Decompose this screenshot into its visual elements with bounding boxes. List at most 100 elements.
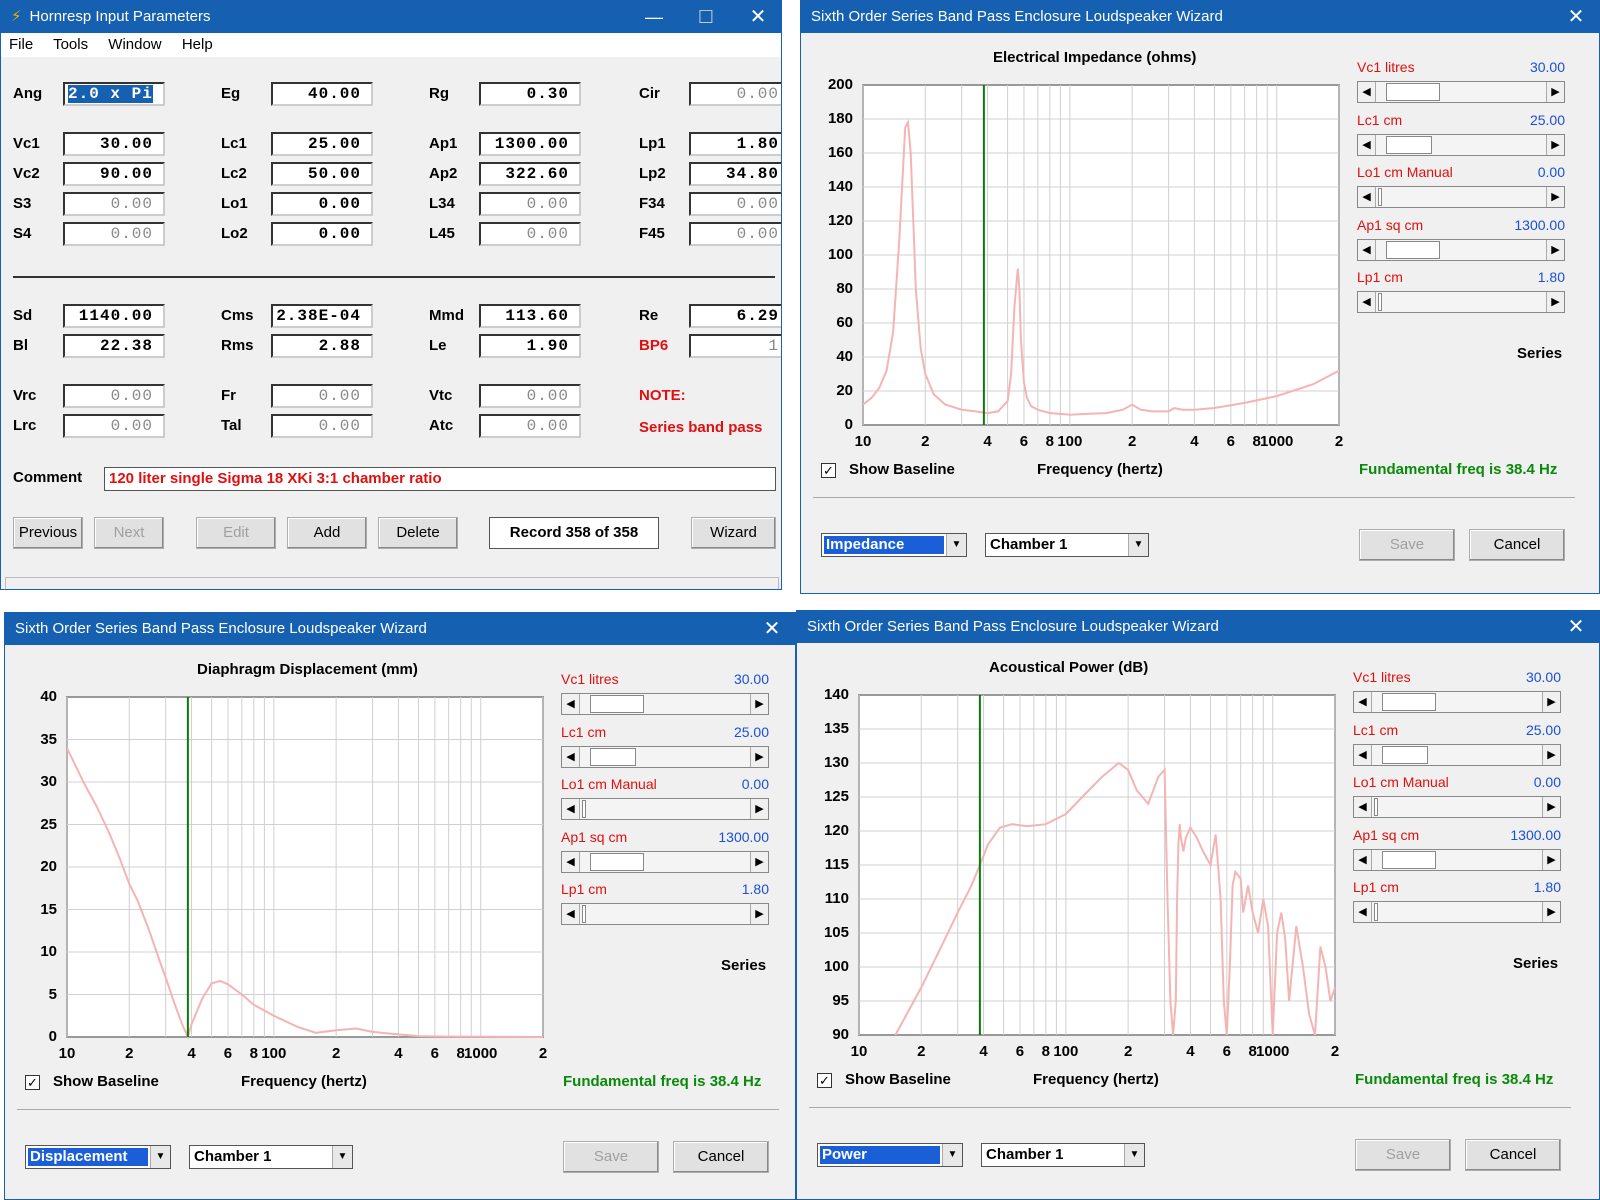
chevron-down-icon[interactable]: ▼: [150, 1146, 170, 1168]
slider-left-arrow-icon[interactable]: ◀: [1354, 797, 1372, 817]
slider-right-arrow-icon[interactable]: ▶: [750, 904, 768, 924]
slider-left-arrow-icon[interactable]: ◀: [562, 904, 580, 924]
parameter-slider[interactable]: ◀ ▶: [561, 693, 769, 715]
parameter-slider[interactable]: ◀ ▶: [1357, 81, 1565, 103]
slider-right-arrow-icon[interactable]: ▶: [1542, 797, 1560, 817]
slider-left-arrow-icon[interactable]: ◀: [562, 694, 580, 714]
edit-button[interactable]: Edit: [196, 517, 276, 549]
comment-field[interactable]: 120 liter single Sigma 18 XKi 3:1 chambe…: [104, 467, 776, 491]
parameter-slider[interactable]: ◀ ▶: [561, 798, 769, 820]
slider-thumb[interactable]: [1382, 693, 1436, 711]
slider-right-arrow-icon[interactable]: ▶: [750, 746, 768, 767]
slider-left-arrow-icon[interactable]: ◀: [1354, 902, 1372, 922]
show-baseline-checkbox[interactable]: ✓: [821, 463, 836, 478]
param-field-lp1[interactable]: 1.80: [689, 132, 781, 156]
parameter-slider[interactable]: ◀ ▶: [561, 903, 769, 925]
chevron-down-icon[interactable]: ▼: [332, 1146, 352, 1168]
slider-right-arrow-icon[interactable]: ▶: [750, 799, 768, 819]
slider-right-arrow-icon[interactable]: ▶: [1542, 902, 1560, 922]
param-field-vrc[interactable]: 0.00: [63, 384, 165, 408]
parameter-slider[interactable]: ◀ ▶: [1357, 291, 1565, 313]
chevron-down-icon[interactable]: ▼: [942, 1144, 962, 1166]
slider-left-arrow-icon[interactable]: ◀: [1354, 849, 1372, 870]
param-field-mmd[interactable]: 113.60: [479, 304, 581, 328]
param-field-ap2[interactable]: 322.60: [479, 162, 581, 186]
param-field-l45[interactable]: 0.00: [479, 222, 581, 246]
plot-type-dropdown[interactable]: Impedance ▼: [821, 533, 967, 557]
param-field-vtc[interactable]: 0.00: [479, 384, 581, 408]
parameter-slider[interactable]: ◀ ▶: [1357, 133, 1565, 156]
param-field-bl[interactable]: 22.38: [63, 334, 165, 358]
slider-right-arrow-icon[interactable]: ▶: [750, 694, 768, 714]
param-field-rg[interactable]: 0.30: [479, 82, 581, 106]
param-field-s4[interactable]: 0.00: [63, 222, 165, 246]
close-icon[interactable]: ✕: [749, 6, 767, 28]
slider-thumb[interactable]: [1374, 798, 1378, 816]
slider-thumb[interactable]: [1378, 293, 1382, 311]
param-field-eg[interactable]: 40.00: [271, 82, 373, 106]
slider-thumb[interactable]: [1386, 240, 1440, 259]
chevron-down-icon[interactable]: ▼: [1124, 1144, 1144, 1166]
parameter-slider[interactable]: ◀ ▶: [1353, 796, 1561, 818]
slider-right-arrow-icon[interactable]: ▶: [1546, 134, 1564, 155]
parameter-slider[interactable]: ◀ ▶: [1353, 743, 1561, 766]
add-button[interactable]: Add: [287, 517, 367, 549]
parameter-slider[interactable]: ◀ ▶: [1357, 186, 1565, 208]
param-field-bp6[interactable]: 1: [689, 334, 781, 358]
slider-right-arrow-icon[interactable]: ▶: [1546, 292, 1564, 312]
param-field-lc2[interactable]: 50.00: [271, 162, 373, 186]
chevron-down-icon[interactable]: ▼: [946, 534, 966, 556]
slider-left-arrow-icon[interactable]: ◀: [1354, 692, 1372, 712]
close-icon[interactable]: ✕: [1567, 616, 1585, 638]
param-field-sd[interactable]: 1140.00: [63, 304, 165, 328]
param-field-ang[interactable]: 2.0 x Pi: [63, 82, 165, 106]
parameter-slider[interactable]: ◀ ▶: [1353, 691, 1561, 713]
param-field-lo1[interactable]: 0.00: [271, 192, 373, 216]
slider-thumb[interactable]: [1382, 745, 1428, 764]
slider-right-arrow-icon[interactable]: ▶: [1542, 692, 1560, 712]
menu-file[interactable]: File: [9, 36, 34, 53]
close-icon[interactable]: ✕: [1567, 6, 1585, 28]
cancel-button[interactable]: Cancel: [1469, 529, 1565, 561]
slider-right-arrow-icon[interactable]: ▶: [1542, 744, 1560, 765]
param-field-l34[interactable]: 0.00: [479, 192, 581, 216]
param-field-lrc[interactable]: 0.00: [63, 414, 165, 438]
cancel-button[interactable]: Cancel: [673, 1141, 769, 1173]
parameter-slider[interactable]: ◀ ▶: [1357, 238, 1565, 261]
chamber-dropdown[interactable]: Chamber 1 ▼: [189, 1145, 353, 1169]
slider-thumb[interactable]: [582, 800, 586, 818]
chamber-dropdown[interactable]: Chamber 1 ▼: [985, 533, 1149, 557]
param-field-cir[interactable]: 0.00: [689, 82, 781, 106]
param-field-tal[interactable]: 0.00: [271, 414, 373, 438]
maximize-icon[interactable]: ☐: [697, 7, 715, 27]
slider-left-arrow-icon[interactable]: ◀: [1354, 744, 1372, 765]
plot-type-dropdown[interactable]: Power ▼: [817, 1143, 963, 1167]
save-button[interactable]: Save: [563, 1141, 659, 1173]
slider-thumb[interactable]: [590, 747, 636, 766]
parameter-slider[interactable]: ◀ ▶: [561, 745, 769, 768]
param-field-f34[interactable]: 0.00: [689, 192, 781, 216]
param-field-f45[interactable]: 0.00: [689, 222, 781, 246]
param-field-ap1[interactable]: 1300.00: [479, 132, 581, 156]
slider-left-arrow-icon[interactable]: ◀: [562, 746, 580, 767]
parameter-slider[interactable]: ◀ ▶: [1353, 901, 1561, 923]
chevron-down-icon[interactable]: ▼: [1128, 534, 1148, 556]
param-field-le[interactable]: 1.90: [479, 334, 581, 358]
param-field-rms[interactable]: 2.88: [271, 334, 373, 358]
slider-left-arrow-icon[interactable]: ◀: [1358, 292, 1376, 312]
chamber-dropdown[interactable]: Chamber 1 ▼: [981, 1143, 1145, 1167]
slider-right-arrow-icon[interactable]: ▶: [750, 851, 768, 872]
minimize-icon[interactable]: —: [645, 7, 663, 27]
slider-thumb[interactable]: [582, 905, 586, 923]
slider-left-arrow-icon[interactable]: ◀: [1358, 134, 1376, 155]
slider-left-arrow-icon[interactable]: ◀: [562, 851, 580, 872]
menu-tools[interactable]: Tools: [53, 36, 89, 53]
slider-right-arrow-icon[interactable]: ▶: [1546, 187, 1564, 207]
param-field-fr[interactable]: 0.00: [271, 384, 373, 408]
slider-thumb[interactable]: [1382, 850, 1436, 869]
wizard-button[interactable]: Wizard: [691, 517, 776, 549]
slider-thumb[interactable]: [1378, 188, 1382, 206]
param-field-vc1[interactable]: 30.00: [63, 132, 165, 156]
slider-thumb[interactable]: [1386, 83, 1440, 101]
show-baseline-checkbox[interactable]: ✓: [817, 1073, 832, 1088]
